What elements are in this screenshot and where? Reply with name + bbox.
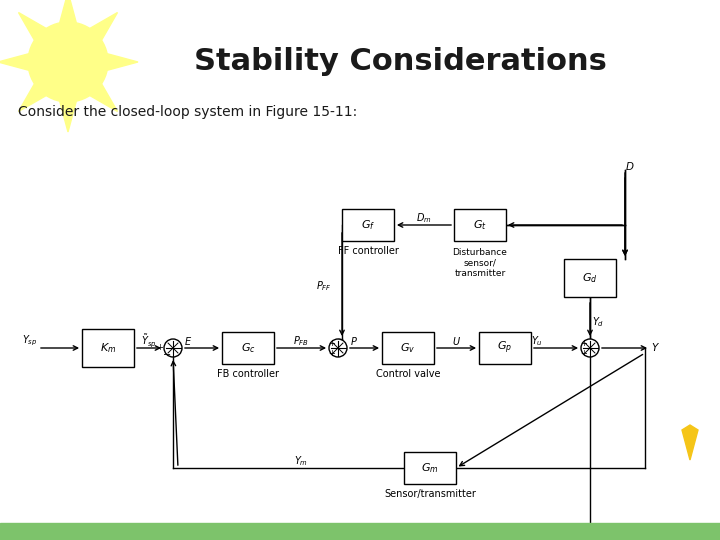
Text: $\tilde{Y}_{sp}$: $\tilde{Y}_{sp}$ xyxy=(141,332,157,350)
Polygon shape xyxy=(90,12,117,40)
Polygon shape xyxy=(60,101,76,132)
Circle shape xyxy=(164,339,182,357)
Text: Consider the closed-loop system in Figure 15-11:: Consider the closed-loop system in Figur… xyxy=(18,105,357,119)
Text: $Y_u$: $Y_u$ xyxy=(531,334,543,348)
Bar xyxy=(382,332,434,364)
Text: $E$: $E$ xyxy=(184,335,192,347)
Text: $+$: $+$ xyxy=(156,342,164,352)
Bar xyxy=(222,332,274,364)
Text: $+$: $+$ xyxy=(580,338,588,348)
Circle shape xyxy=(581,339,599,357)
Text: $+$: $+$ xyxy=(328,338,336,348)
Text: Control valve: Control valve xyxy=(376,369,440,379)
Text: Sensor/transmitter: Sensor/transmitter xyxy=(384,489,476,499)
Bar xyxy=(0,523,720,540)
Text: Disturbance
sensor/
transmitter: Disturbance sensor/ transmitter xyxy=(453,248,508,278)
Text: $G_m$: $G_m$ xyxy=(421,461,438,475)
Polygon shape xyxy=(107,53,138,70)
Text: $G_v$: $G_v$ xyxy=(400,341,415,355)
Text: $G_d$: $G_d$ xyxy=(582,271,598,285)
Bar xyxy=(564,259,616,297)
Text: $G_c$: $G_c$ xyxy=(240,341,256,355)
Bar xyxy=(342,209,394,241)
Text: $D_m$: $D_m$ xyxy=(416,211,432,225)
Polygon shape xyxy=(0,53,29,70)
Text: FB controller: FB controller xyxy=(217,369,279,379)
Text: $D$: $D$ xyxy=(625,160,635,172)
Bar xyxy=(82,329,134,367)
Text: $Y$: $Y$ xyxy=(652,341,660,353)
Text: FF controller: FF controller xyxy=(338,246,398,256)
Polygon shape xyxy=(19,12,46,40)
Bar xyxy=(479,332,531,364)
Text: $G_t$: $G_t$ xyxy=(473,218,487,232)
Text: $G_f$: $G_f$ xyxy=(361,218,375,232)
Text: $U$: $U$ xyxy=(451,335,461,347)
Polygon shape xyxy=(19,84,46,111)
Bar xyxy=(454,209,506,241)
Polygon shape xyxy=(682,425,698,460)
Circle shape xyxy=(28,22,108,102)
Text: Stability Considerations: Stability Considerations xyxy=(194,48,606,77)
Bar xyxy=(404,452,456,484)
Text: $P_{FF}$: $P_{FF}$ xyxy=(316,279,332,293)
Circle shape xyxy=(329,339,347,357)
Text: $K_m$: $K_m$ xyxy=(100,341,116,355)
Text: $P_{FB}$: $P_{FB}$ xyxy=(293,334,309,348)
Polygon shape xyxy=(60,0,76,23)
Text: $+$: $+$ xyxy=(580,348,588,358)
Text: $P$: $P$ xyxy=(350,335,358,347)
Text: $Y_d$: $Y_d$ xyxy=(592,315,604,329)
Text: $Y_m$: $Y_m$ xyxy=(294,454,308,468)
Text: $-$: $-$ xyxy=(163,348,171,358)
Polygon shape xyxy=(90,84,117,111)
Text: $+$: $+$ xyxy=(328,348,336,358)
Text: $G_p$: $G_p$ xyxy=(498,340,513,356)
Text: $Y_{sp}$: $Y_{sp}$ xyxy=(22,334,37,348)
